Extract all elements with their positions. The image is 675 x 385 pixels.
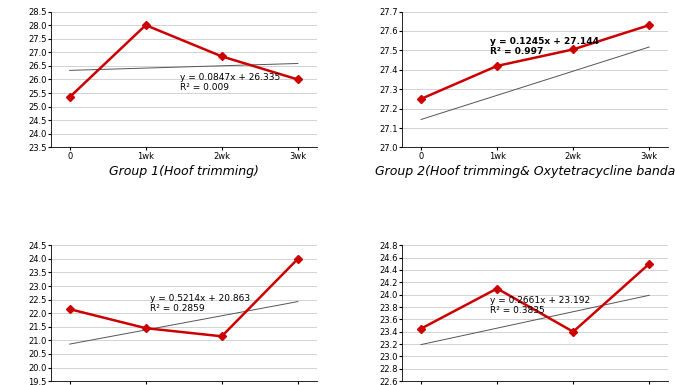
Text: y = 0.5214x + 20.863
R² = 0.2859: y = 0.5214x + 20.863 R² = 0.2859 bbox=[149, 294, 250, 313]
Text: y = 0.1245x + 27.144
R² = 0.997: y = 0.1245x + 27.144 R² = 0.997 bbox=[489, 37, 599, 56]
Text: y = 0.2661x + 23.192
R² = 0.3835: y = 0.2661x + 23.192 R² = 0.3835 bbox=[489, 296, 590, 315]
Text: y = 0.0847x + 26.335
R² = 0.009: y = 0.0847x + 26.335 R² = 0.009 bbox=[180, 72, 280, 92]
X-axis label: Group 2(Hoof trimming& Oxytetracycline bandage): Group 2(Hoof trimming& Oxytetracycline b… bbox=[375, 165, 675, 178]
X-axis label: Group 1(Hoof trimming): Group 1(Hoof trimming) bbox=[109, 165, 259, 178]
